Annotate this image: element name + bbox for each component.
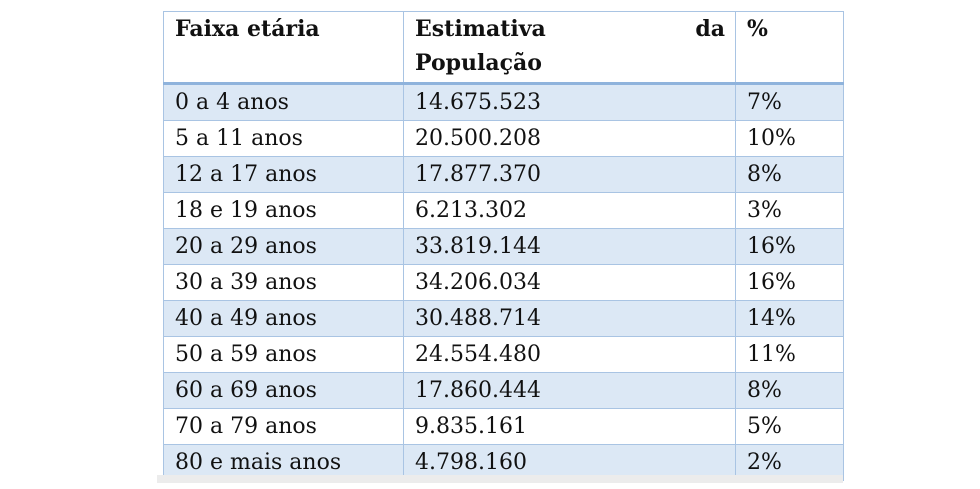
age-cell: 5 a 11 anos (163, 120, 404, 157)
table-row: 50 a 59 anos 24.554.480 11% (163, 336, 844, 373)
document-page: Faixa etária Estimativa da População % 0… (157, 0, 844, 481)
age-cell: 18 e 19 anos (163, 192, 404, 229)
table-row: 40 a 49 anos 30.488.714 14% (163, 300, 844, 337)
age-cell: 40 a 49 anos (163, 300, 404, 337)
header-age-group: Faixa etária (163, 11, 404, 85)
page-bottom-edge (157, 475, 843, 483)
age-cell: 30 a 39 anos (163, 264, 404, 301)
percent-cell: 8% (735, 156, 844, 193)
table-body: 0 a 4 anos 14.675.523 7% 5 a 11 anos 20.500.… (163, 83, 844, 481)
percent-cell: 10% (735, 120, 844, 157)
population-cell: 14.675.523 (403, 83, 736, 121)
table-row: 30 a 39 anos 34.206.034 16% (163, 264, 844, 301)
table-row: 80 e mais anos 4.798.160 2% (163, 444, 844, 481)
age-cell: 12 a 17 anos (163, 156, 404, 193)
age-cell: 50 a 59 anos (163, 336, 404, 373)
percent-cell: 14% (735, 300, 844, 337)
header-estimate-line2: População (415, 50, 542, 76)
population-cell: 24.554.480 (403, 336, 736, 373)
population-cell: 9.835.161 (403, 408, 736, 445)
age-cell: 0 a 4 anos (163, 83, 404, 121)
table-row: 20 a 29 anos 33.819.144 16% (163, 228, 844, 265)
header-estimate-word2: da (695, 16, 725, 42)
table-row: 12 a 17 anos 17.877.370 8% (163, 156, 844, 193)
age-cell: 20 a 29 anos (163, 228, 404, 265)
population-cell: 6.213.302 (403, 192, 736, 229)
table-row: 0 a 4 anos 14.675.523 7% (163, 83, 844, 121)
population-cell: 20.500.208 (403, 120, 736, 157)
percent-cell: 8% (735, 372, 844, 409)
age-cell: 80 e mais anos (163, 444, 404, 481)
population-cell: 4.798.160 (403, 444, 736, 481)
header-population-estimate: Estimativa da População (403, 11, 736, 85)
header-estimate-word1: Estimativa (415, 16, 546, 42)
table-row: 5 a 11 anos 20.500.208 10% (163, 120, 844, 157)
percent-cell: 16% (735, 228, 844, 265)
table-header-row: Faixa etária Estimativa da População % (163, 11, 844, 85)
percent-cell: 7% (735, 83, 844, 121)
population-cell: 17.877.370 (403, 156, 736, 193)
age-cell: 60 a 69 anos (163, 372, 404, 409)
population-cell: 34.206.034 (403, 264, 736, 301)
population-cell: 30.488.714 (403, 300, 736, 337)
age-cell: 70 a 79 anos (163, 408, 404, 445)
percent-cell: 16% (735, 264, 844, 301)
population-cell: 33.819.144 (403, 228, 736, 265)
percent-cell: 3% (735, 192, 844, 229)
table-row: 18 e 19 anos 6.213.302 3% (163, 192, 844, 229)
table-row: 60 a 69 anos 17.860.444 8% (163, 372, 844, 409)
table-row: 70 a 79 anos 9.835.161 5% (163, 408, 844, 445)
population-cell: 17.860.444 (403, 372, 736, 409)
percent-cell: 5% (735, 408, 844, 445)
header-percent: % (735, 11, 844, 85)
percent-cell: 11% (735, 336, 844, 373)
population-table: Faixa etária Estimativa da População % 0… (163, 11, 844, 481)
